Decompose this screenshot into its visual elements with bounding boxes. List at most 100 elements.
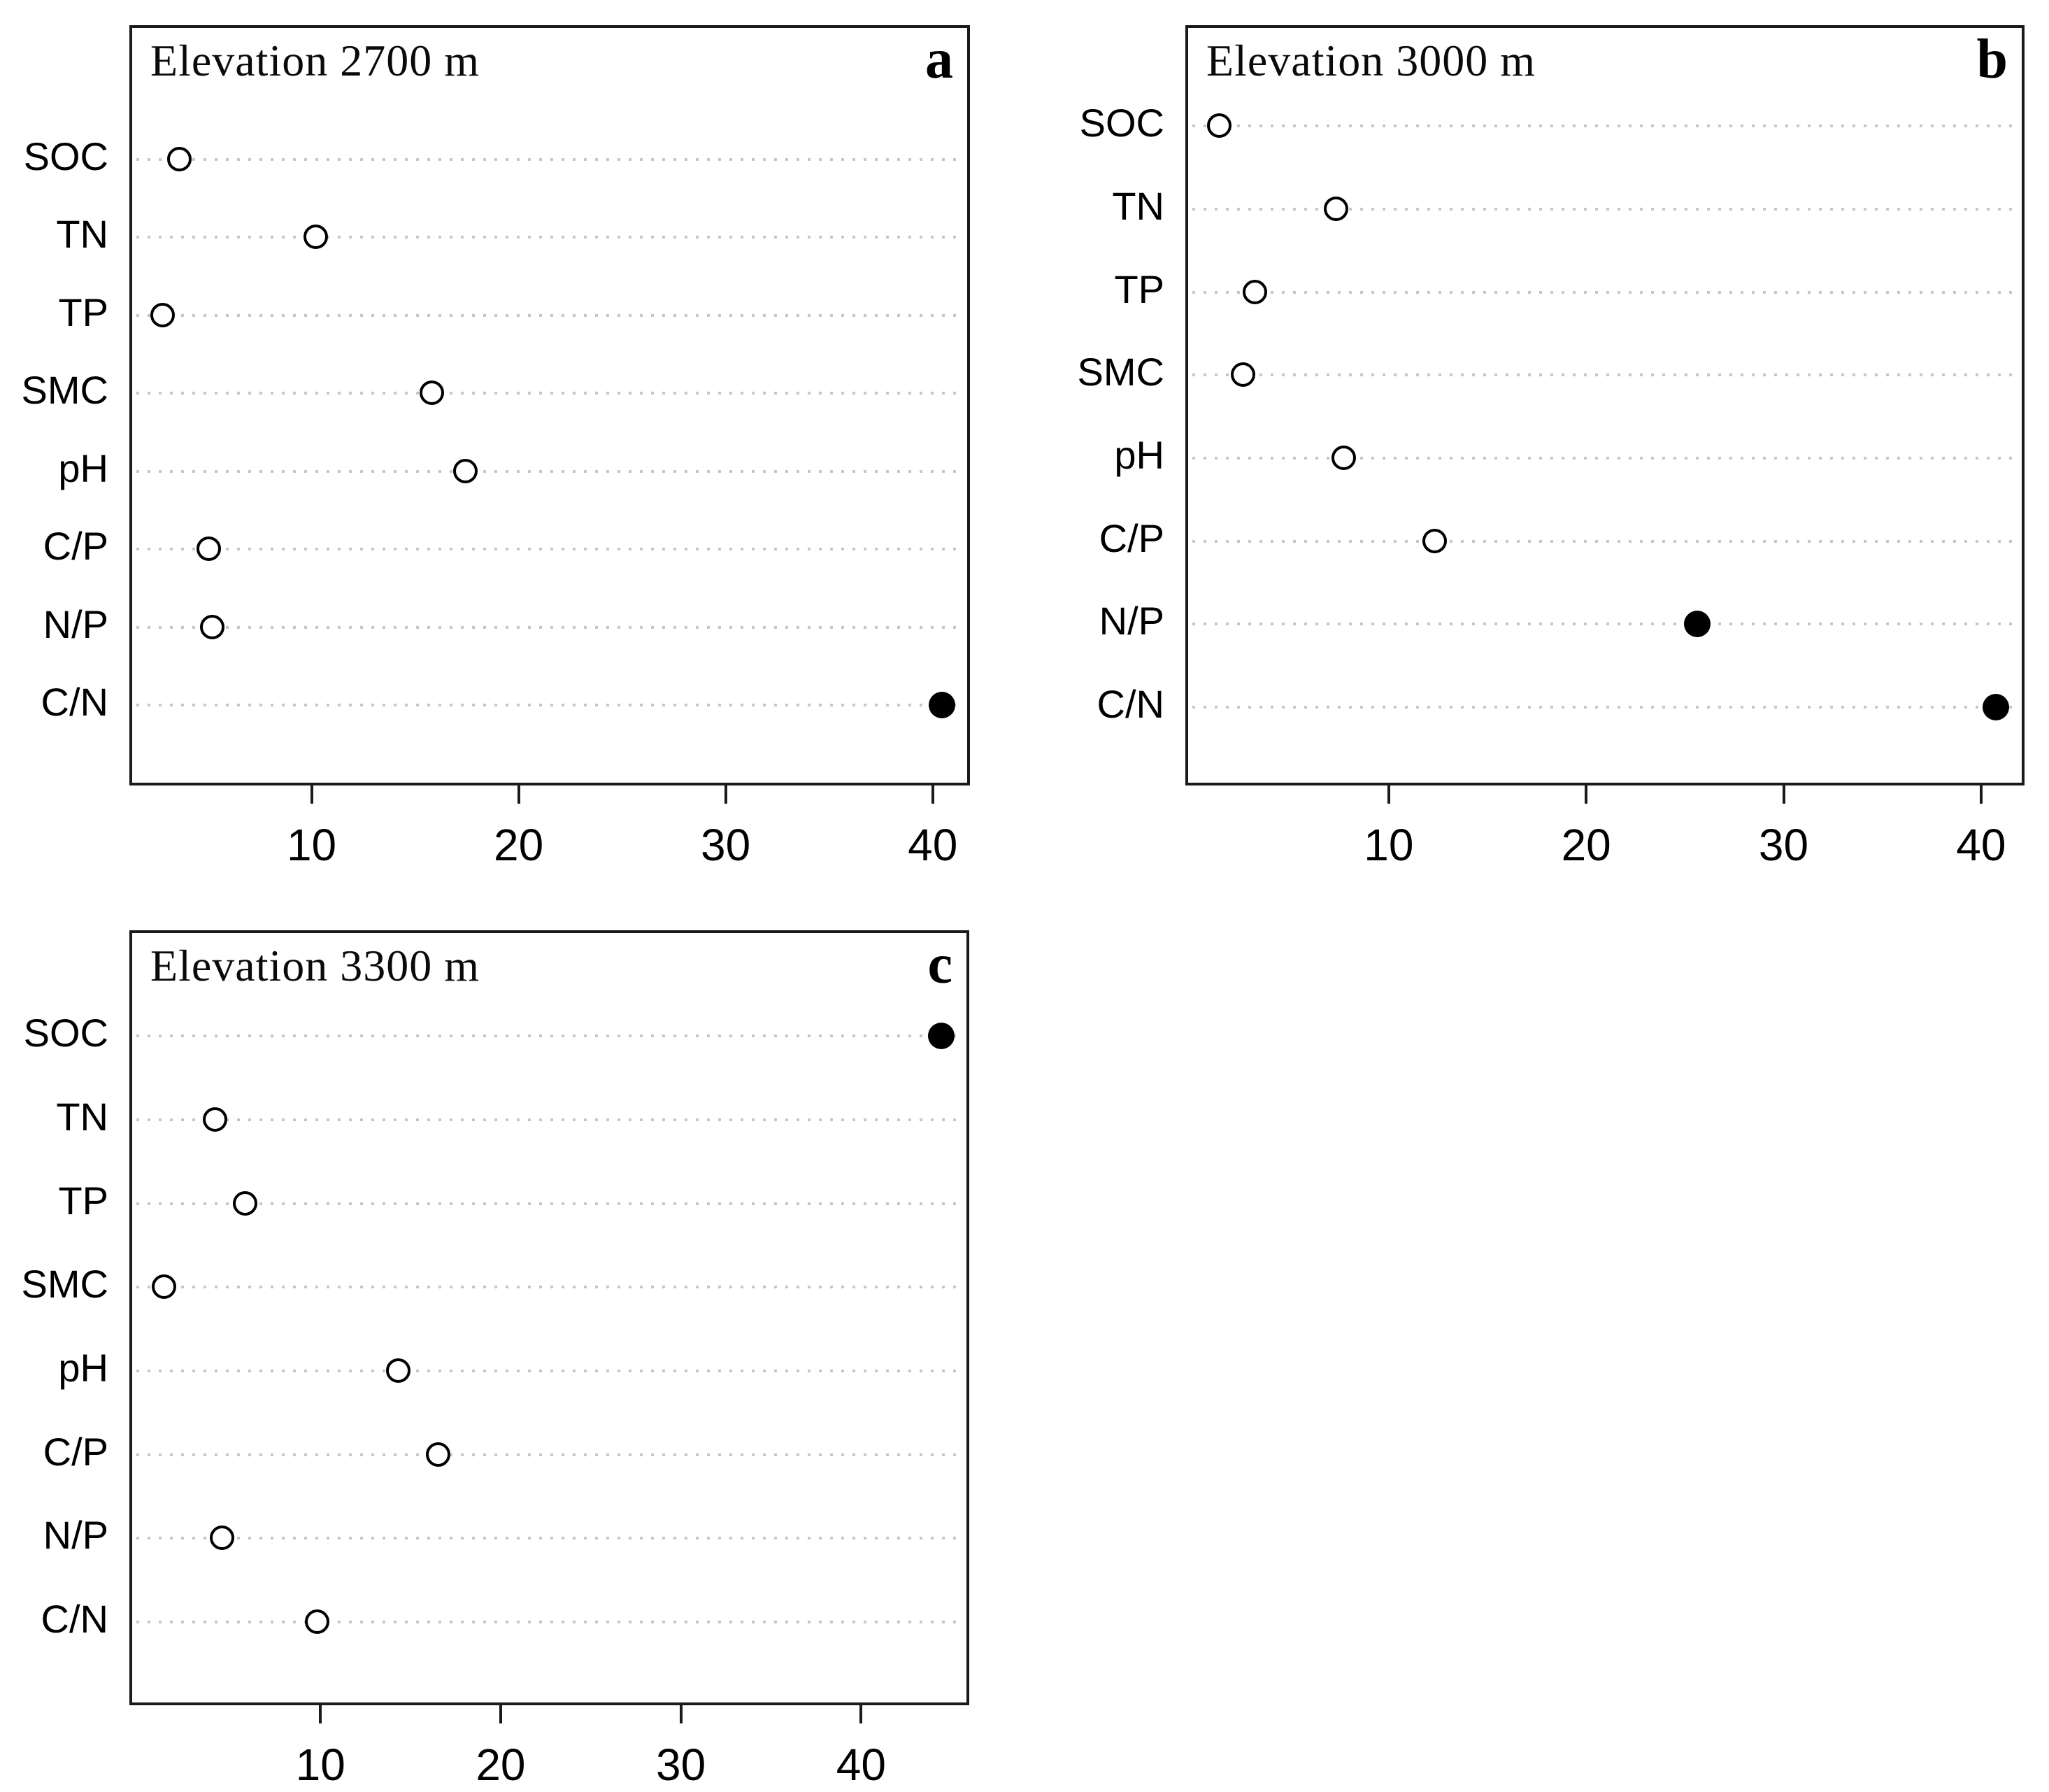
y-axis-label: C/P	[1099, 515, 1164, 560]
x-axis-tick	[319, 1705, 322, 1723]
y-axis-label: SOC	[23, 1011, 108, 1055]
x-axis-tick-label: 20	[476, 1740, 526, 1790]
data-point-open	[1207, 113, 1232, 138]
panel-title-c: Elevation 3300 m	[150, 941, 480, 990]
x-axis-tick-label: 40	[836, 1740, 886, 1790]
x-axis-tick-label: 40	[1956, 820, 2006, 870]
gridline	[136, 469, 963, 473]
panel-title-a: Elevation 2700 m	[150, 36, 480, 85]
data-point-open	[209, 1526, 234, 1551]
data-point-filled	[1982, 694, 2009, 721]
x-axis-tick-label: 10	[1364, 820, 1414, 870]
x-axis-tick	[859, 1705, 863, 1723]
x-axis-tick-label: 30	[656, 1740, 706, 1790]
data-point-open	[1332, 446, 1357, 471]
y-axis-label: N/P	[1099, 599, 1164, 643]
panel-title-b: Elevation 3000 m	[1206, 36, 1536, 85]
data-point-filled	[928, 691, 955, 718]
x-axis-tick	[499, 1705, 502, 1723]
data-point-open	[1231, 362, 1256, 387]
x-axis-tick-label: 20	[493, 820, 544, 870]
y-axis-label: TN	[56, 1095, 108, 1139]
panel-letter-a: a	[925, 29, 953, 90]
x-axis-tick	[310, 785, 313, 804]
data-point-open	[233, 1190, 258, 1216]
y-axis-label: TN	[56, 212, 108, 257]
gridline	[136, 1453, 962, 1456]
gridline	[136, 158, 963, 162]
gridline	[1192, 706, 2018, 709]
y-axis-label: TP	[58, 1178, 108, 1223]
y-axis-label: SMC	[1077, 350, 1164, 394]
gridline	[1192, 374, 2018, 377]
data-point-filled	[928, 1023, 955, 1050]
y-axis-label: C/P	[43, 1429, 108, 1474]
gridline	[136, 1537, 962, 1540]
gridline	[136, 1370, 962, 1373]
y-axis-label: TP	[58, 290, 108, 334]
gridline	[1192, 539, 2018, 543]
x-axis-tick-label: 20	[1561, 820, 1611, 870]
x-axis-tick-label: 30	[701, 820, 751, 870]
gridline	[1192, 623, 2018, 626]
data-point-open	[152, 1274, 177, 1300]
plot-area-c: Elevation 3300 m c	[129, 930, 969, 1705]
data-point-filled	[1684, 611, 1711, 638]
panel-letter-b: b	[1976, 29, 2008, 90]
y-axis-label: C/N	[41, 679, 108, 724]
y-axis-label: pH	[1114, 433, 1164, 478]
plot-area-b: Elevation 3000 m b	[1185, 25, 2025, 785]
gridline	[136, 548, 963, 551]
y-axis-label: N/P	[43, 1513, 108, 1558]
gridline	[136, 1034, 962, 1038]
y-axis-label: C/N	[1097, 682, 1164, 727]
x-axis-tick	[1387, 785, 1390, 804]
gridline	[136, 1202, 962, 1205]
gridline	[136, 313, 963, 317]
data-point-open	[304, 225, 329, 250]
x-axis-tick	[1585, 785, 1588, 804]
gridline	[1192, 125, 2018, 128]
gridline	[1192, 457, 2018, 460]
data-point-open	[426, 1442, 451, 1467]
gridline	[136, 703, 963, 706]
data-point-open	[386, 1358, 411, 1384]
data-point-open	[420, 381, 445, 406]
x-axis-tick	[931, 785, 934, 804]
data-point-open	[1422, 528, 1447, 553]
y-axis-label: SOC	[23, 134, 108, 179]
x-axis-tick-label: 40	[908, 820, 958, 870]
x-axis-tick	[1979, 785, 1983, 804]
x-axis-tick-label: 30	[1758, 820, 1809, 870]
data-point-open	[1243, 279, 1267, 304]
y-axis-label: pH	[58, 446, 108, 490]
data-point-open	[167, 147, 192, 172]
x-axis-tick	[679, 1705, 683, 1723]
data-point-open	[200, 614, 225, 639]
y-axis-label: C/P	[43, 524, 108, 569]
y-axis-label: pH	[58, 1346, 108, 1391]
y-axis-label: SOC	[1079, 101, 1164, 145]
data-point-open	[202, 1107, 227, 1132]
gridline	[136, 1118, 962, 1122]
gridline	[136, 1621, 962, 1623]
x-axis-tick	[724, 785, 727, 804]
plot-area-a: Elevation 2700 m a	[129, 25, 970, 785]
x-axis-tick-label: 10	[286, 820, 337, 870]
y-axis-label: SMC	[21, 368, 108, 413]
x-axis-tick-label: 10	[295, 1740, 345, 1790]
data-point-open	[452, 458, 478, 483]
y-axis-label: SMC	[21, 1262, 108, 1307]
gridline	[136, 1286, 962, 1289]
y-axis-label: TN	[1112, 183, 1164, 228]
x-axis-tick	[517, 785, 520, 804]
gridline	[136, 236, 963, 239]
gridline	[136, 392, 963, 395]
data-point-open	[305, 1609, 330, 1634]
y-axis-label: TP	[1114, 266, 1164, 311]
data-point-open	[1323, 196, 1348, 221]
data-point-open	[150, 302, 176, 327]
gridline	[136, 625, 963, 629]
gridline	[1192, 290, 2018, 294]
